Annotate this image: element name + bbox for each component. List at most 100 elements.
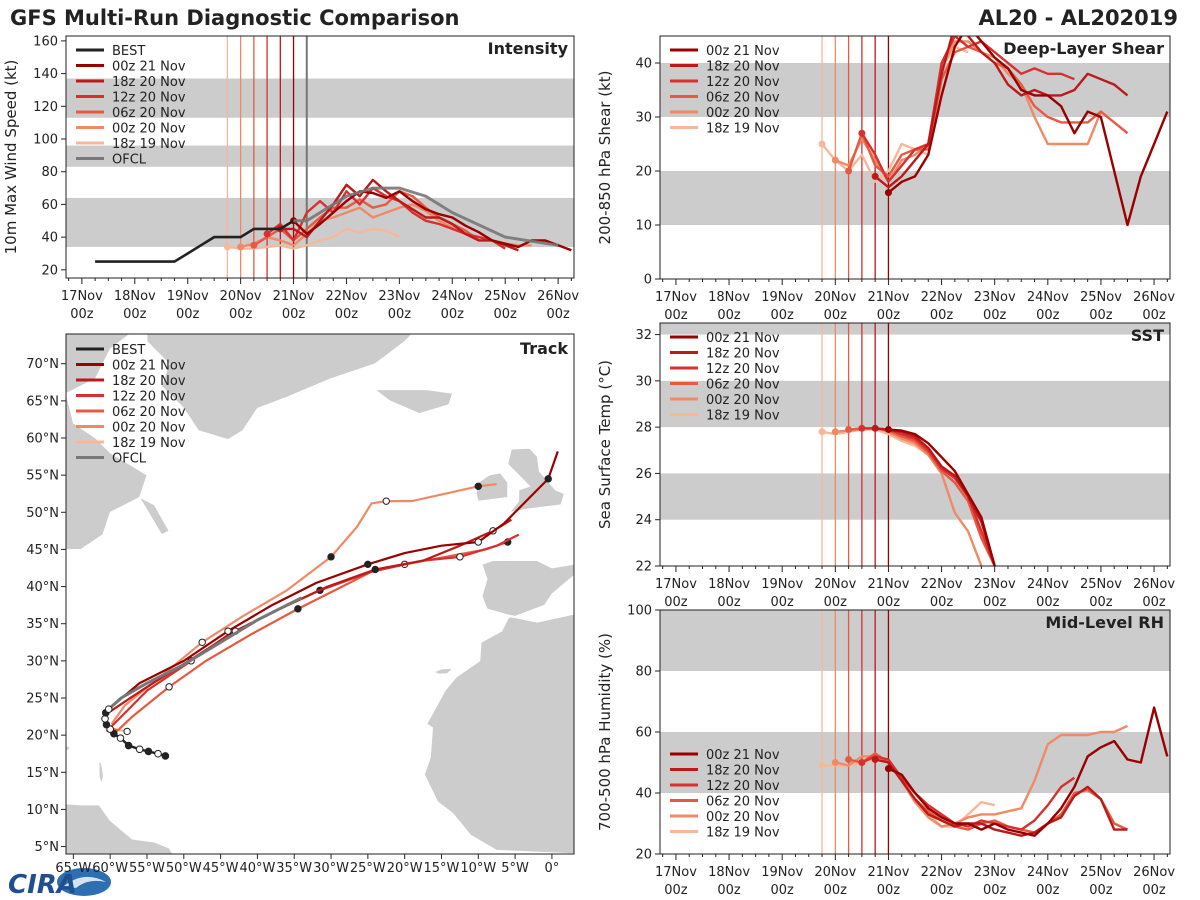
- best-track-marker: [116, 734, 125, 742]
- y-axis-label: 200-850 hPa Shear (kt): [596, 71, 614, 245]
- land-iceland: [374, 389, 454, 414]
- x-tick-hour: 00z: [877, 308, 901, 323]
- shaded-band: [660, 323, 1170, 335]
- legend-run-label: 18z 19 Nov: [112, 137, 186, 152]
- x-tick-hour: 00z: [664, 883, 688, 898]
- y-tick-label: 40: [41, 231, 58, 246]
- series-init-point: [884, 765, 892, 773]
- panel-title: Intensity: [488, 39, 569, 58]
- x-tick-day: 21Nov: [867, 865, 909, 880]
- y-tick-label: 20: [635, 165, 652, 180]
- lon-label: 25°W: [350, 861, 386, 876]
- x-tick-hour: 00z: [335, 307, 359, 322]
- x-tick-day: 22Nov: [921, 290, 963, 305]
- x-tick-hour: 00z: [983, 595, 1007, 610]
- x-tick-day: 19Nov: [167, 289, 209, 304]
- series-line-1: [874, 758, 1128, 837]
- lon-label: 45°W: [203, 861, 239, 876]
- y-tick-label: 100: [33, 133, 58, 148]
- track-line-0: [107, 451, 559, 710]
- lat-label: 5°N: [35, 840, 60, 855]
- y-tick-label: 30: [635, 374, 652, 389]
- track-marker: [198, 638, 206, 646]
- lat-label: 40°N: [26, 580, 59, 595]
- x-tick-hour: 00z: [441, 307, 465, 322]
- x-tick-day: 24Nov: [1027, 865, 1069, 880]
- lat-label: 35°N: [26, 617, 59, 632]
- plot-area-shear: [660, 36, 1170, 279]
- series-init-point: [818, 140, 826, 148]
- x-tick-hour: 00z: [388, 307, 412, 322]
- y-tick-label: 26: [635, 467, 652, 482]
- legend-run-label: 18z 20 Nov: [706, 764, 780, 779]
- x-tick-day: 23Nov: [974, 290, 1016, 305]
- series-line-2: [860, 36, 1075, 183]
- lat-label: 45°N: [26, 543, 59, 558]
- series-init-point: [845, 755, 853, 763]
- y-tick-label: 160: [33, 34, 58, 49]
- legend-run-label: 18z 20 Nov: [112, 374, 186, 389]
- y-tick-label: 60: [635, 726, 652, 741]
- legend-run-label: 00z 20 Nov: [706, 106, 780, 121]
- figure-title: GFS Multi-Run Diagnostic Comparison: [10, 6, 459, 30]
- lon-label: 40°W: [239, 861, 275, 876]
- x-tick-hour: 00z: [771, 883, 795, 898]
- legend-run-label: 06z 20 Nov: [706, 795, 780, 810]
- best-track-line: [95, 219, 295, 263]
- legend-run-label: 12z 20 Nov: [112, 91, 186, 106]
- shaded-band: [66, 78, 574, 118]
- x-tick-day: 20Nov: [220, 289, 262, 304]
- y-tick-label: 60: [41, 198, 58, 213]
- series-init-point: [223, 243, 231, 251]
- x-tick-day: 24Nov: [1027, 577, 1069, 592]
- legend-run-label: 00z 20 Nov: [112, 122, 186, 137]
- best-track-marker: [161, 752, 170, 760]
- legend-run-label: 18z 20 Nov: [706, 347, 780, 362]
- x-tick-day: 21Nov: [273, 289, 315, 304]
- land-ireland: [475, 472, 509, 502]
- y-tick-label: 100: [627, 604, 652, 619]
- lon-label: 55°W: [129, 861, 165, 876]
- best-track-marker: [144, 747, 153, 756]
- x-tick-hour: 00z: [1089, 883, 1113, 898]
- logo-text: CIRA: [8, 870, 77, 900]
- cira-logo: CIRA: [8, 868, 111, 900]
- track-line-4: [110, 483, 497, 725]
- shaded-band: [660, 63, 1170, 117]
- lat-label: 30°N: [26, 654, 59, 669]
- x-tick-day: 18Nov: [708, 290, 750, 305]
- legend-run-label: 18z 19 Nov: [112, 436, 186, 451]
- series-init-point: [831, 759, 839, 766]
- x-tick-day: 21Nov: [867, 577, 909, 592]
- x-tick-day: 19Nov: [761, 577, 803, 592]
- legend-run-label: 12z 20 Nov: [706, 779, 780, 794]
- series-line-0: [887, 36, 1169, 227]
- land-north-america: [66, 334, 148, 550]
- track-marker: [544, 475, 552, 483]
- lon-label: 30°W: [313, 861, 349, 876]
- x-tick-hour: 00z: [282, 307, 306, 322]
- x-tick-hour: 00z: [824, 308, 848, 323]
- x-tick-hour: 00z: [930, 883, 954, 898]
- lon-label: 65°W: [55, 861, 91, 876]
- x-tick-day: 25Nov: [1080, 577, 1122, 592]
- x-tick-hour: 00z: [176, 307, 200, 322]
- shaded-band: [660, 473, 1170, 520]
- legend-run-label: 06z 20 Nov: [706, 91, 780, 106]
- land-europe: [481, 560, 574, 617]
- ofcl-line: [293, 186, 559, 247]
- x-tick-day: 26Nov: [1133, 290, 1175, 305]
- panels: 2040608010012014016017Nov00z18Nov00z19No…: [2, 34, 1175, 898]
- x-tick-hour: 00z: [771, 595, 795, 610]
- legend-run-label: 00z 20 Nov: [112, 421, 186, 436]
- track-marker: [123, 727, 131, 736]
- land-puerto-rico: [66, 745, 71, 751]
- panel-title: Track: [520, 339, 568, 358]
- lat-label: 50°N: [26, 506, 59, 521]
- track-marker: [294, 605, 302, 613]
- y-tick-label: 20: [635, 848, 652, 863]
- track-marker: [474, 482, 482, 490]
- panel-shear: 0 10 20 30 40 17Nov 00z 18Nov 00z 19Nov 00z 20Nov 00…: [596, 35, 1175, 323]
- best-track-marker: [135, 745, 144, 754]
- x-tick-hour: 00z: [1142, 595, 1166, 610]
